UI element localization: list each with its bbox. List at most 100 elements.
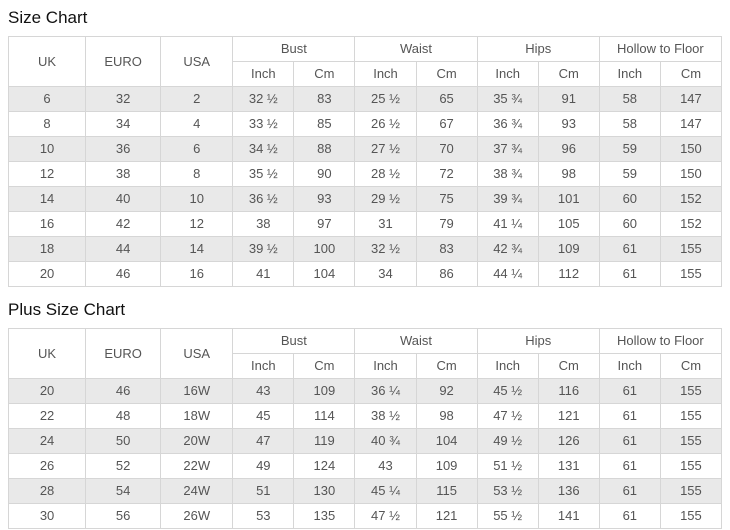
size-cell: 41 ¼ (476, 211, 539, 237)
table-row: 16 42 12 38 97 31 79 41 ¼ 105 60 152 (7, 211, 723, 237)
unit-header-cm: Cm (537, 61, 600, 87)
size-cell: 40 ¾ (354, 428, 417, 454)
size-cell: 61 (598, 261, 661, 287)
size-cell: 101 (537, 186, 600, 212)
size-cell: 135 (293, 503, 356, 529)
size-cell: 93 (537, 111, 600, 137)
size-cell: 45 (232, 403, 295, 429)
unit-header-inch: Inch (232, 61, 295, 87)
size-chart-table-body: 6 32 2 32 ½ 83 25 ½ 65 35 ¾ 91 58 147 8 34 4 33 ½ 85 26 … (7, 86, 723, 287)
size-cell: 119 (293, 428, 356, 454)
size-cell: 32 (85, 86, 162, 112)
size-cell: 37 ¾ (476, 136, 539, 162)
size-cell: 32 ½ (354, 236, 417, 262)
col-header-hollow-to-floor: Hollow to Floor (598, 328, 723, 354)
unit-header-cm: Cm (415, 353, 478, 379)
size-cell: 98 (415, 403, 478, 429)
size-cell: 61 (598, 403, 661, 429)
size-cell: 130 (293, 478, 356, 504)
table-row: 28 54 24W 51 130 45 ¼ 115 53 ½ 136 61 155 (7, 478, 723, 504)
size-cell: 18W (160, 403, 234, 429)
size-cell: 28 ½ (354, 161, 417, 187)
unit-header-cm: Cm (659, 353, 723, 379)
size-cell: 36 (85, 136, 162, 162)
unit-header-inch: Inch (598, 61, 661, 87)
size-cell: 54 (85, 478, 162, 504)
size-cell: 136 (537, 478, 600, 504)
size-cell: 39 ½ (232, 236, 295, 262)
size-chart-table-header: UK EURO USA Bust Waist Hips Hollow to Fl… (7, 36, 723, 87)
size-cell: 49 ½ (476, 428, 539, 454)
size-chart-table: UK EURO USA Bust Waist Hips Hollow to Fl… (7, 36, 723, 287)
size-cell: 104 (293, 261, 356, 287)
size-cell: 20 (7, 261, 87, 287)
size-cell: 6 (160, 136, 234, 162)
col-header-hips: Hips (476, 328, 600, 354)
size-cell: 32 ½ (232, 86, 295, 112)
size-cell: 98 (537, 161, 600, 187)
size-cell: 150 (659, 136, 723, 162)
col-header-hips: Hips (476, 36, 600, 62)
size-cell: 52 (85, 453, 162, 479)
size-cell: 38 (232, 211, 295, 237)
unit-header-inch: Inch (354, 353, 417, 379)
size-cell: 10 (160, 186, 234, 212)
size-cell: 22W (160, 453, 234, 479)
size-cell: 46 (85, 261, 162, 287)
size-cell: 155 (659, 261, 723, 287)
size-cell: 38 ¾ (476, 161, 539, 187)
size-cell: 116 (537, 378, 600, 404)
size-cell: 61 (598, 236, 661, 262)
size-cell: 65 (415, 86, 478, 112)
size-cell: 44 (85, 236, 162, 262)
size-cell: 131 (537, 453, 600, 479)
header-unit-row: Inch Cm Inch Cm Inch Cm Inch Cm (9, 61, 723, 87)
size-cell: 24 (7, 428, 87, 454)
size-cell: 12 (7, 161, 87, 187)
size-cell: 43 (354, 453, 417, 479)
size-cell: 91 (537, 86, 600, 112)
size-cell: 155 (659, 378, 723, 404)
size-cell: 14 (160, 236, 234, 262)
col-header-waist: Waist (354, 36, 478, 62)
size-cell: 26 ½ (354, 111, 417, 137)
size-cell: 38 ½ (354, 403, 417, 429)
size-cell: 8 (160, 161, 234, 187)
size-cell: 24W (160, 478, 234, 504)
size-cell: 12 (160, 211, 234, 237)
size-cell: 53 ½ (476, 478, 539, 504)
size-cell: 147 (659, 111, 723, 137)
size-cell: 42 (85, 211, 162, 237)
size-cell: 4 (160, 111, 234, 137)
size-cell: 41 (232, 261, 295, 287)
size-cell: 104 (415, 428, 478, 454)
size-cell: 51 ½ (476, 453, 539, 479)
size-cell: 124 (293, 453, 356, 479)
size-cell: 126 (537, 428, 600, 454)
size-cell: 47 ½ (354, 503, 417, 529)
unit-header-cm: Cm (537, 353, 600, 379)
size-cell: 50 (85, 428, 162, 454)
size-cell: 155 (659, 236, 723, 262)
size-cell: 42 ¾ (476, 236, 539, 262)
size-cell: 121 (537, 403, 600, 429)
size-cell: 96 (537, 136, 600, 162)
size-cell: 58 (598, 111, 661, 137)
size-cell: 49 (232, 453, 295, 479)
size-cell: 6 (7, 86, 87, 112)
size-cell: 55 ½ (476, 503, 539, 529)
size-cell: 44 ¼ (476, 261, 539, 287)
col-header-bust: Bust (232, 328, 356, 354)
size-cell: 61 (598, 453, 661, 479)
unit-header-cm: Cm (415, 61, 478, 87)
size-cell: 14 (7, 186, 87, 212)
col-header-waist: Waist (354, 328, 478, 354)
size-cell: 83 (293, 86, 356, 112)
size-cell: 46 (85, 378, 162, 404)
plus-size-chart-table-header: UK EURO USA Bust Waist Hips Hollow to Fl… (7, 328, 723, 379)
table-row: 20 46 16 41 104 34 86 44 ¼ 112 61 155 (7, 261, 723, 287)
unit-header-cm: Cm (293, 61, 356, 87)
size-cell: 109 (415, 453, 478, 479)
size-cell: 155 (659, 453, 723, 479)
